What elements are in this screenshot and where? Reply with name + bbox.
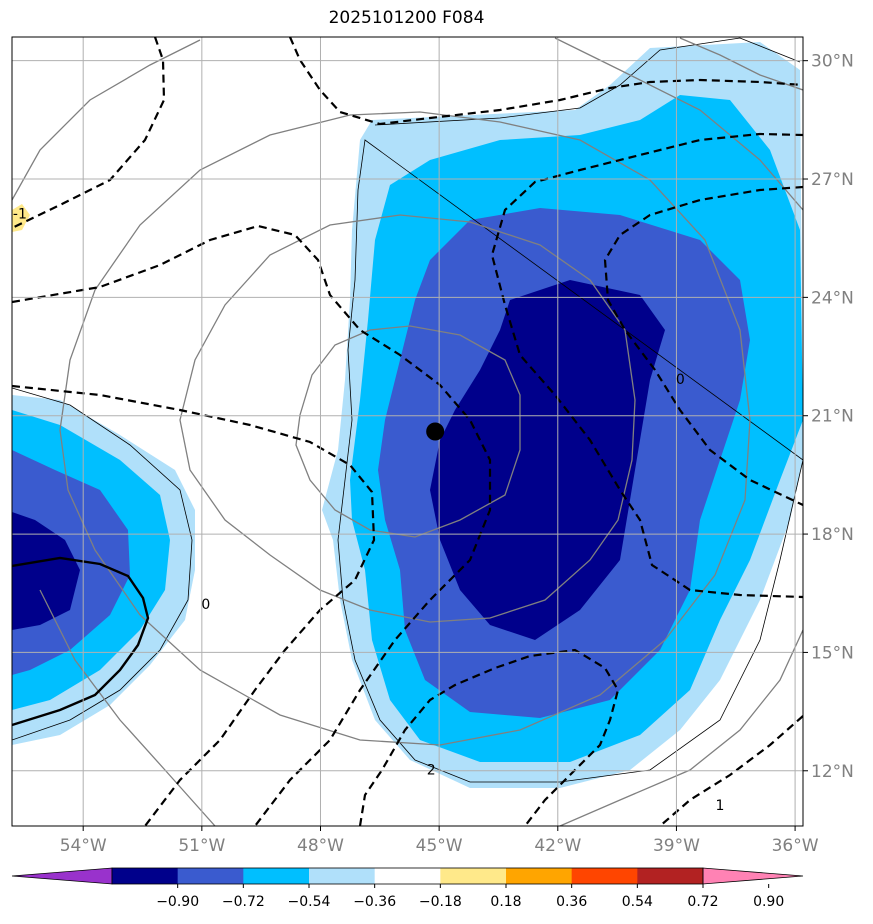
dashed-contours (12, 37, 803, 826)
colorbar-tick-label: 0.18 (490, 894, 521, 910)
colorbar-swatch (440, 868, 507, 884)
grey-contours (12, 37, 803, 826)
colorbar-swatch (309, 868, 376, 884)
shade-level-navy-west (12, 512, 80, 630)
colorbar-swatch (506, 868, 573, 884)
shade-level-navy-east (430, 280, 665, 640)
thin-outline-contours (12, 37, 803, 783)
contour-labels: 2 1 0 0 -1 (13, 206, 724, 814)
lat-tick-label: 12°N (811, 762, 854, 782)
lat-tick-label: 27°N (811, 170, 854, 190)
colorbar-extend-low (11, 867, 113, 885)
colorbar-tick-label: 0.36 (556, 894, 587, 910)
colorbar-swatch (112, 868, 179, 884)
colorbar-frame (111, 867, 704, 885)
lat-tick-label: 30°N (811, 52, 854, 72)
colorbar-tick-label: −0.18 (419, 894, 462, 910)
colorbar-swatch (637, 868, 704, 884)
lat-tick-label: 18°N (811, 525, 854, 545)
colorbar-tick-label: −0.72 (222, 894, 265, 910)
storm-center-marker (426, 422, 445, 441)
longitude-axis: 54°W 51°W 48°W 45°W 42°W 39°W 36°W (60, 826, 819, 856)
colorbar-extend-high (702, 867, 804, 885)
colorbar-tick-label: −0.90 (156, 894, 199, 910)
lat-tick-label: 15°N (811, 643, 854, 663)
filled-contours (12, 42, 803, 788)
contour-label: 0 (676, 372, 685, 388)
colorbar-tick-label: 0.90 (753, 894, 784, 910)
contour-label: 2 (427, 763, 436, 779)
lon-tick-label: 51°W (178, 836, 225, 856)
lon-tick-label: 54°W (60, 836, 107, 856)
lon-tick-label: 42°W (534, 836, 581, 856)
lon-tick-label: 48°W (297, 836, 344, 856)
colorbar-swatch (243, 868, 310, 884)
contour-label: 1 (715, 798, 724, 814)
colorbar-swatch (374, 868, 441, 884)
map-frame (11, 36, 804, 827)
graticule (12, 37, 803, 826)
contour-label: 0 (201, 597, 210, 613)
colorbar-tick-label: −0.54 (288, 894, 331, 910)
contour-label: -1 (13, 206, 27, 222)
lon-tick-label: 45°W (416, 836, 463, 856)
colorbar-tick-label: 0.54 (622, 894, 653, 910)
latitude-axis: 12°N 15°N 18°N 21°N 24°N 27°N 30°N (803, 52, 854, 782)
colorbar: −0.90 −0.72 −0.54 −0.36 −0.18 0.18 0.36 0.54 0.7… (11, 867, 804, 910)
lat-tick-label: 24°N (811, 288, 854, 308)
lat-tick-label: 21°N (811, 407, 854, 427)
colorbar-swatch (177, 868, 244, 884)
colorbar-tick-label: 0.72 (687, 894, 718, 910)
colorbar-swatch (571, 868, 638, 884)
map-title: 2025101200 F084 (328, 8, 485, 28)
lon-tick-label: 36°W (772, 836, 819, 856)
colorbar-tick-label: −0.36 (353, 894, 396, 910)
lon-tick-label: 39°W (653, 836, 700, 856)
storm-center (426, 422, 445, 441)
